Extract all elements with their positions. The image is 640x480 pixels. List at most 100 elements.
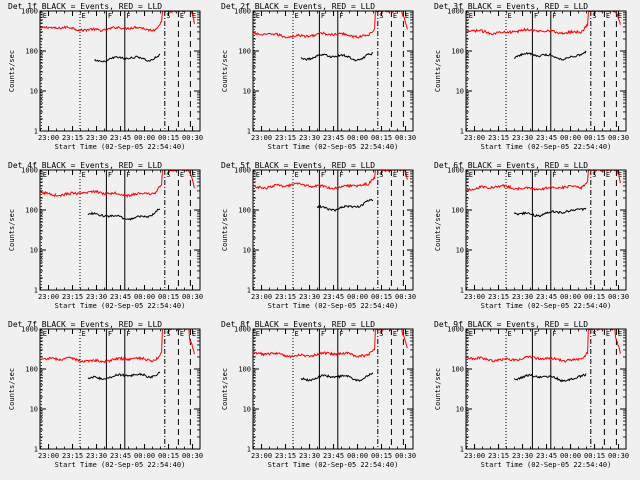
series-lld-line bbox=[253, 169, 408, 190]
marker-label: E bbox=[43, 12, 47, 20]
marker-label: S bbox=[166, 330, 170, 338]
marker-label: E bbox=[606, 171, 610, 179]
y-tick-label: 10 bbox=[243, 406, 251, 414]
plot-frame bbox=[465, 10, 627, 132]
x-tick-label: 23:15 bbox=[62, 293, 83, 301]
plot-frame bbox=[39, 169, 201, 291]
y-tick-label: 1 bbox=[460, 128, 464, 136]
x-tick-label: 00:30 bbox=[182, 134, 203, 142]
marker-label: E bbox=[295, 12, 299, 20]
x-tick-label: 23:45 bbox=[323, 452, 344, 460]
x-tick-label: 23:30 bbox=[299, 452, 320, 460]
y-tick-label: 100 bbox=[238, 366, 251, 374]
series-lld-line bbox=[253, 10, 408, 39]
marker-label: E bbox=[618, 12, 622, 20]
x-tick-label: 00:15 bbox=[158, 293, 179, 301]
marker-label: F bbox=[108, 171, 112, 179]
x-tick-label: 23:00 bbox=[464, 452, 485, 460]
x-tick-label: 00:15 bbox=[371, 293, 392, 301]
marker-label: F bbox=[534, 171, 538, 179]
x-tick-label: 23:15 bbox=[275, 293, 296, 301]
y-tick-label: 100 bbox=[25, 207, 38, 215]
marker-label: E bbox=[618, 330, 622, 338]
marker-label: E bbox=[295, 171, 299, 179]
x-tick-label: 23:45 bbox=[110, 134, 131, 142]
y-tick-label: 1000 bbox=[234, 167, 251, 175]
marker-label: E bbox=[82, 330, 86, 338]
x-tick-label: 00:00 bbox=[134, 134, 155, 142]
y-tick-label: 1000 bbox=[234, 8, 251, 16]
marker-label: E bbox=[192, 330, 196, 338]
series-lld-line bbox=[466, 10, 621, 36]
y-tick-label: 1 bbox=[247, 287, 251, 295]
y-tick-label: 100 bbox=[25, 48, 38, 56]
y-tick-label: 100 bbox=[25, 366, 38, 374]
y-tick-label: 1000 bbox=[21, 8, 38, 16]
marker-label: E bbox=[295, 330, 299, 338]
panel-det-1: Det 1f BLACK = Events, RED = LLD Counts/s… bbox=[8, 2, 203, 151]
x-tick-label: 23:30 bbox=[86, 293, 107, 301]
panel-det-3: Det 3f BLACK = Events, RED = LLD Counts/s… bbox=[434, 2, 629, 151]
y-axis-label: Counts/sec bbox=[221, 50, 229, 92]
x-tick-label: 00:00 bbox=[134, 293, 155, 301]
marker-label: E bbox=[469, 12, 473, 20]
x-tick-label: 00:30 bbox=[395, 134, 416, 142]
y-tick-label: 1000 bbox=[447, 167, 464, 175]
marker-label: F bbox=[126, 171, 130, 179]
series-events-line bbox=[300, 51, 374, 62]
marker-label: E bbox=[405, 12, 409, 20]
x-tick-label: 23:00 bbox=[251, 293, 272, 301]
y-axis-label: Counts/sec bbox=[221, 368, 229, 410]
y-axis-label: Counts/sec bbox=[8, 50, 16, 92]
marker-label: S bbox=[592, 171, 596, 179]
y-tick-label: 1000 bbox=[447, 326, 464, 334]
panel-det-7: Det 7f BLACK = Events, RED = LLD Counts/s… bbox=[8, 320, 203, 469]
marker-label: F bbox=[126, 330, 130, 338]
series-lld-line bbox=[466, 328, 621, 363]
marker-label: F bbox=[321, 12, 325, 20]
marker-label: E bbox=[82, 12, 86, 20]
x-tick-label: 00:15 bbox=[584, 293, 605, 301]
marker-label: E bbox=[393, 171, 397, 179]
x-tick-label: 23:15 bbox=[275, 134, 296, 142]
x-tick-label: 23:00 bbox=[38, 452, 59, 460]
y-tick-label: 10 bbox=[243, 247, 251, 255]
x-tick-label: 23:15 bbox=[275, 452, 296, 460]
marker-label: S bbox=[379, 171, 383, 179]
x-tick-label: 23:00 bbox=[464, 134, 485, 142]
marker-label: E bbox=[192, 12, 196, 20]
panel-title: Det 5f BLACK = Events, RED = LLD bbox=[221, 161, 375, 170]
series-events-line bbox=[514, 50, 587, 61]
x-tick-label: 23:00 bbox=[38, 134, 59, 142]
x-tick-label: 23:45 bbox=[536, 293, 557, 301]
marker-label: F bbox=[321, 330, 325, 338]
marker-label: E bbox=[256, 171, 260, 179]
marker-label: E bbox=[405, 171, 409, 179]
marker-label: E bbox=[180, 12, 184, 20]
x-tick-label: 23:30 bbox=[512, 293, 533, 301]
marker-label: E bbox=[256, 330, 260, 338]
y-tick-label: 10 bbox=[30, 88, 38, 96]
x-axis-label: Start Time (02-Sep-05 22:54:40) bbox=[481, 143, 612, 151]
y-tick-label: 10 bbox=[243, 88, 251, 96]
x-tick-label: 23:45 bbox=[536, 452, 557, 460]
x-tick-label: 23:30 bbox=[86, 134, 107, 142]
x-tick-label: 23:00 bbox=[251, 134, 272, 142]
series-events-line bbox=[513, 373, 587, 383]
x-axis-label: Start Time (02-Sep-05 22:54:40) bbox=[55, 143, 186, 151]
marker-label: E bbox=[393, 12, 397, 20]
marker-label: F bbox=[321, 171, 325, 179]
y-tick-label: 100 bbox=[451, 366, 464, 374]
marker-label: S bbox=[379, 12, 383, 20]
marker-label: F bbox=[534, 330, 538, 338]
marker-label: E bbox=[469, 171, 473, 179]
x-axis-label: Start Time (02-Sep-05 22:54:40) bbox=[268, 302, 399, 310]
y-tick-label: 1 bbox=[34, 287, 38, 295]
x-tick-label: 23:15 bbox=[62, 134, 83, 142]
series-events-line bbox=[300, 372, 374, 382]
y-axis-label: Counts/sec bbox=[221, 209, 229, 251]
marker-label: F bbox=[339, 330, 343, 338]
marker-label: E bbox=[43, 330, 47, 338]
x-tick-label: 00:30 bbox=[608, 452, 629, 460]
